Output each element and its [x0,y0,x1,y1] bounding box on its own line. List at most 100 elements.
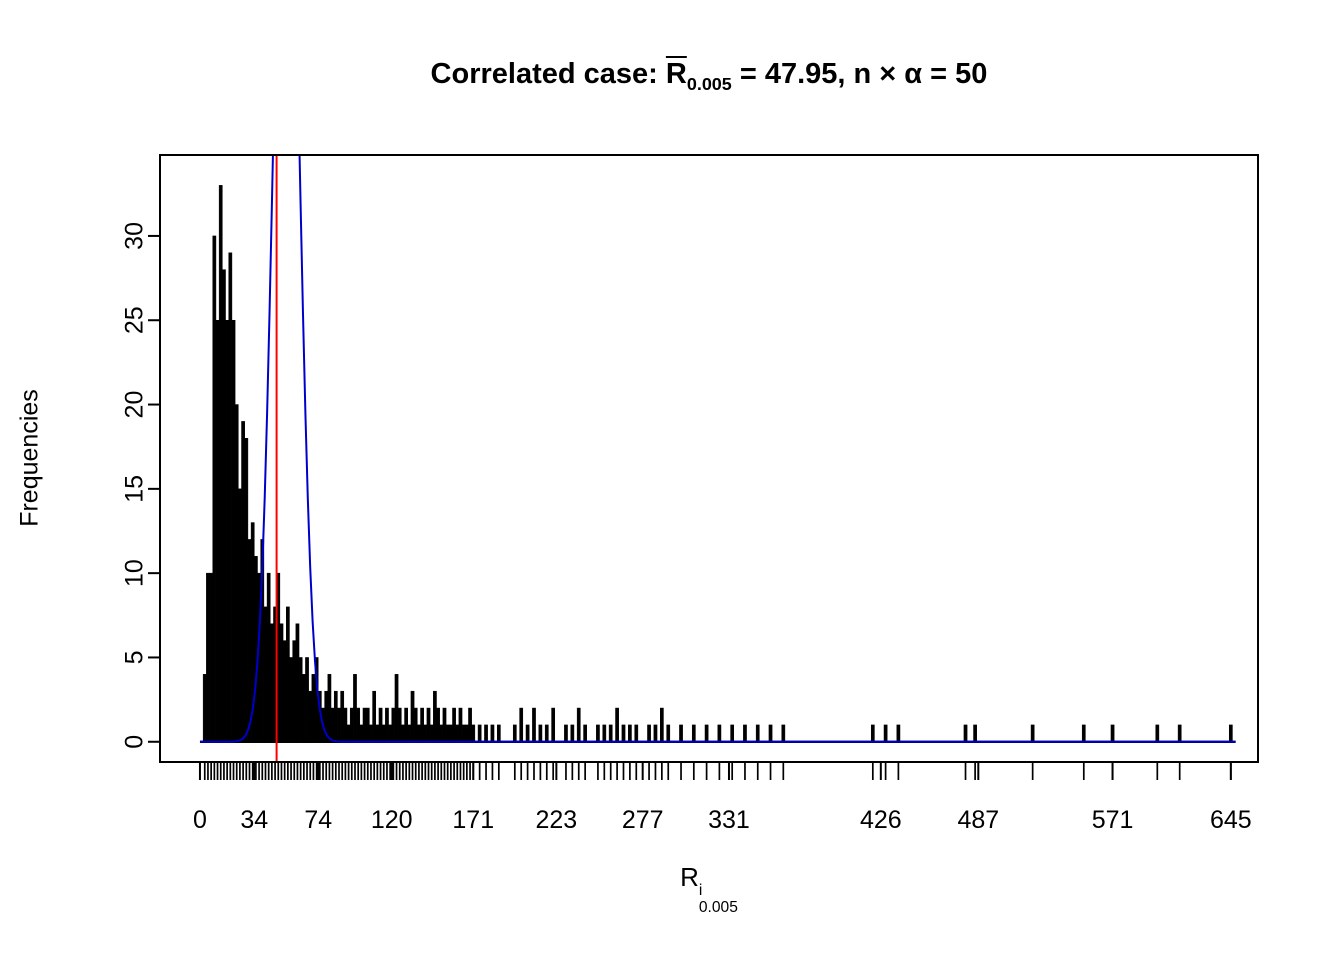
histogram-bar [254,556,258,743]
histogram-bar [388,724,392,743]
histogram-bar [247,539,252,743]
x-tick-label: 34 [240,806,268,834]
x-axis-label-sup: i [698,881,703,899]
histogram-bar [1228,724,1233,743]
histogram-bar [404,707,408,743]
chart-title: Correlated case: R0.005 = 47.95, n × α =… [160,58,1258,95]
histogram-bar [238,488,242,743]
histogram-bar [340,690,345,743]
histogram-bar [375,724,380,743]
histogram-bar [1155,724,1160,743]
histogram-bar [583,724,587,743]
histogram-bar [883,724,888,743]
title-prefix: Correlated case: [430,58,666,90]
histogram-bar [666,724,671,743]
histogram-bar [512,724,517,743]
histogram-bar [349,707,354,743]
histogram-bar [704,724,709,743]
histogram-bar [436,707,440,743]
histogram-bar [730,724,735,743]
histogram-bar [417,724,421,743]
histogram-bar [691,724,696,743]
y-tick-label: 10 [121,559,149,587]
histogram-bar [429,724,434,743]
histogram-bar [343,707,348,743]
title-rbar-symbol: R [665,58,687,90]
histogram-bar [289,657,293,743]
histogram-bar [621,724,626,743]
histogram-bar [337,707,341,743]
y-tick-label: 30 [121,222,149,250]
title-rbar-subscript: 0.005 [686,73,732,94]
histogram-bar [420,707,424,743]
histogram-bar [755,724,760,743]
histogram-bar [308,690,313,743]
histogram-bar [413,707,418,743]
histogram-bar [301,674,306,743]
histogram-bar [241,421,245,743]
plot-box [159,154,1259,763]
histogram-bar [206,572,210,743]
x-axis-label-scripts: i 0.005 [699,882,738,917]
histogram-bar [525,724,530,743]
histogram-bar [362,707,367,743]
histogram-bar [356,707,361,743]
histogram-bar [369,724,373,743]
histogram-bar [212,235,217,743]
y-tick-label: 0 [121,735,149,749]
histogram-bar [433,690,437,743]
histogram-bar [372,690,377,743]
y-tick-label: 15 [121,475,149,503]
histogram-bar [333,690,338,743]
histogram-bar [266,572,271,743]
histogram-bar [445,724,450,743]
x-tick-label: 171 [452,806,494,834]
histogram-bar [209,572,213,743]
histogram-bar [394,674,399,743]
x-tick-label: 331 [708,806,750,834]
histogram-bar [551,707,556,743]
histogram-bar [544,724,549,743]
histogram-bar [439,724,444,743]
x-axis: 0 34 74 120 171 223 277 331 426 487 571 645 [193,762,1252,834]
histogram-bar [484,724,488,743]
histogram-bar [1081,724,1086,743]
histogram-bar [532,707,536,743]
histogram-bar [426,707,431,743]
histogram-bar [768,724,773,743]
histogram-bar [465,724,469,743]
x-tick-label: 426 [860,806,902,834]
histogram-bar [458,707,463,743]
histogram-bar [410,690,415,743]
histogram-bar [634,724,639,743]
histogram-bar [270,623,274,743]
histogram-bar [471,724,476,743]
histogram-bar [647,724,651,743]
histogram-bar [330,707,335,743]
x-tick-label: 645 [1210,806,1252,834]
histogram-bar [660,707,664,743]
histogram-bar [602,724,607,743]
histogram-bar [576,707,581,743]
histogram-bar [896,724,901,743]
histogram-bar [228,252,233,743]
histogram-bar [407,724,412,743]
histogram-bar [311,674,316,743]
histogram-bar [596,724,600,743]
histogram-bar [1110,724,1115,743]
histogram-bar [468,707,472,743]
histogram-bar [963,724,968,743]
histogram-bar [353,674,357,743]
histogram-bar [244,438,249,743]
x-tick-label: 277 [622,806,664,834]
title-suffix: = 47.95, n × α = 50 [731,58,988,90]
histogram-bar [397,707,402,743]
x-tick-label: 0 [193,806,207,834]
histogram-bar [461,724,466,743]
y-axis: 0 5 10 15 20 25 30 [121,222,160,749]
histogram-bar [391,707,396,743]
histogram-bar [628,724,632,743]
histogram-bar [477,724,482,743]
